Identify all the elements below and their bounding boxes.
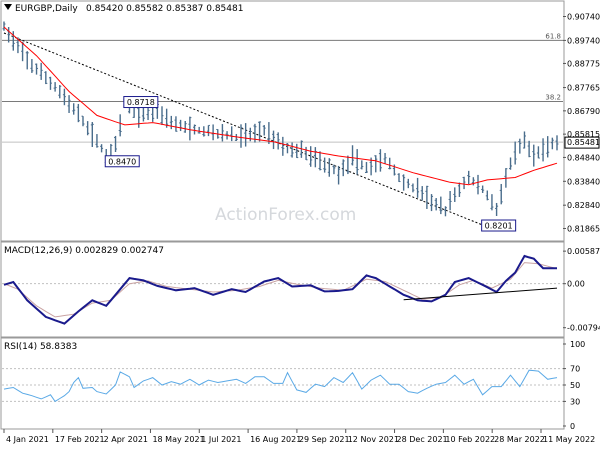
x-axis-tick-label: 18 May 2021 — [152, 435, 204, 444]
x-axis-tick-label: 17 Feb 2021 — [55, 435, 105, 444]
price-y-tick-label: 0.88775 — [567, 59, 600, 68]
macd-y-tick-label: 0.005872 — [567, 247, 600, 256]
macd-y-tick-label: -0.007945 — [567, 324, 600, 333]
last-price-tag-box — [564, 136, 600, 149]
x-axis-tick-label: 16 Aug 2021 — [250, 435, 301, 444]
x-axis-tick-label: 29 Sep 2021 — [299, 435, 350, 444]
x-axis-tick-label: 12 Nov 2021 — [348, 435, 399, 444]
macd-plot: 0.005872 0.00 -0.007945 — [2, 247, 600, 333]
price-annotation: 0.8718 — [123, 96, 159, 109]
price-y-tick-label: 0.82840 — [567, 201, 600, 210]
fibonacci-level-label: 61.8 — [545, 32, 561, 40]
x-axis-tick-label: 4 Jan 2021 — [6, 435, 49, 444]
watermark: ActionForex.com — [215, 205, 356, 225]
rsi-panel: RSI(14) 58.8383 100 70 50 30 0 — [0, 337, 585, 431]
annotation-label: 0.8201 — [485, 222, 513, 231]
macd-line — [3, 254, 557, 325]
price-y-tick-label: 0.84840 — [567, 153, 600, 162]
moving-average-line — [3, 26, 558, 186]
x-axis-tick-label: 28 Mar 2022 — [494, 435, 545, 444]
annotation-label: 0.8470 — [108, 157, 136, 166]
macd-panel-frame — [0, 241, 565, 338]
x-axis-tick-label: 2 Apr 2021 — [104, 435, 148, 444]
rsi-panel-header: RSI(14) 58.8383 — [4, 342, 77, 352]
macd-y-tick-label: 0.00 — [567, 280, 585, 289]
x-axis-tick-label: 28 Dec 2021 — [397, 435, 448, 444]
last-price-tag: 0.85481 — [567, 138, 600, 147]
annotation-box — [481, 219, 517, 232]
price-trendline — [3, 32, 483, 226]
rsi-y-tick-label: 30 — [570, 397, 580, 406]
macd-trendline — [403, 287, 558, 301]
rsi-y-tick-label: 100 — [570, 340, 585, 349]
rsi-plot: 100 70 50 30 0 — [2, 340, 585, 431]
price-panel-frame — [0, 0, 565, 242]
rsi-y-tick-label: 50 — [570, 381, 580, 390]
panel-collapse-icon[interactable] — [4, 4, 12, 10]
rsi-y-tick-label: 0 — [570, 422, 575, 431]
rsi-y-tick-label: 70 — [570, 365, 580, 374]
price-annotation: 0.8201 — [481, 219, 517, 232]
price-panel: EURGBP,Daily 0.85420 0.85582 0.85387 0.8… — [0, 0, 600, 242]
macd-panel: MACD(12,26,9) 0.002829 0.002747 0.005872… — [0, 241, 600, 338]
x-axis-tick-label: 1 Jul 2021 — [201, 435, 241, 444]
x-axis-tick-label: 10 Feb 2022 — [445, 435, 495, 444]
price-y-tick-label: 0.86790 — [567, 107, 600, 116]
price-y-tick-label: 0.81865 — [567, 224, 600, 233]
price-panel-header: EURGBP,Daily — [15, 4, 78, 14]
macd-panel-header: MACD(12,26,9) 0.002829 0.002747 — [4, 246, 164, 256]
price-y-tick-label: 0.87765 — [567, 84, 600, 93]
fibonacci-level-label: 38.2 — [545, 94, 561, 102]
rsi-line — [3, 369, 558, 403]
price-y-tick-label: 0.83840 — [567, 177, 600, 186]
annotation-box — [104, 155, 140, 168]
x-axis-tick-label: 11 May 2022 — [543, 435, 595, 444]
annotation-box — [123, 96, 159, 109]
price-y-tick-label: 0.89740 — [567, 36, 600, 45]
price-y-tick-label: 0.85815 — [567, 130, 600, 139]
x-axis: 4 Jan 2021 17 Feb 2021 2 Apr 2021 18 May 20… — [3, 429, 595, 444]
price-annotation: 0.8470 — [104, 155, 140, 168]
price-y-tick-label: 0.90740 — [567, 13, 600, 22]
ohlc-values: 0.85420 0.85582 0.85387 0.85481 — [86, 4, 243, 14]
annotation-label: 0.8718 — [127, 98, 155, 107]
price-plot: 0.90740 0.89740 0.88775 0.87765 0.86790 0.858… — [2, 13, 600, 233]
